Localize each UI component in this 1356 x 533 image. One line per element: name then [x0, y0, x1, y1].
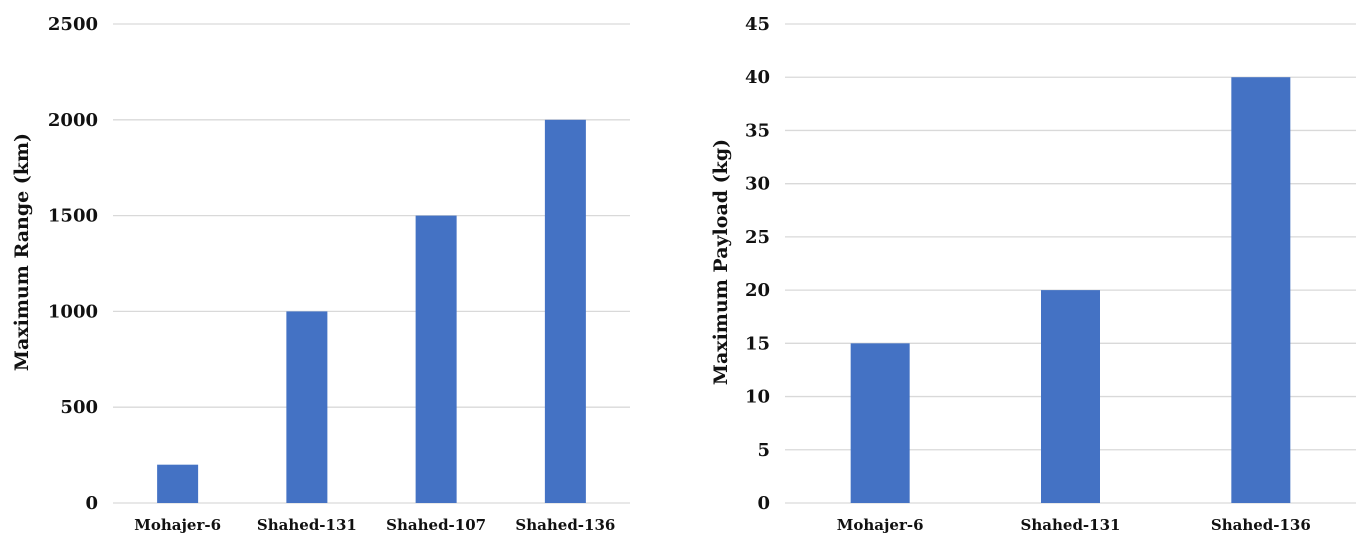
payload-bar-shahed-131: [1041, 290, 1100, 503]
payload-y-tick-label: 5: [757, 440, 770, 461]
payload-x-tick-label: Shahed-136: [1211, 516, 1311, 533]
range-x-tick-label: Mohajer-6: [134, 516, 221, 533]
range-bar-shahed-136: [544, 119, 586, 504]
payload-x-tick-label: Mohajer-6: [837, 516, 924, 533]
payload-bar-mohajer-6: [850, 343, 910, 503]
range-bar-shahed-131: [286, 311, 328, 503]
payload-y-tick-label: 15: [745, 333, 770, 354]
payload-bar-shahed-136: [1231, 77, 1291, 503]
range-y-tick-label: 0: [85, 493, 98, 514]
range-x-tick-label: Shahed-107: [386, 516, 486, 533]
range-y-tick-label: 2000: [48, 110, 98, 131]
range-y-axis-label: Maximum Range (km): [11, 133, 33, 371]
payload-y-tick-label: 25: [745, 227, 770, 248]
payload-y-tick-label: 45: [745, 14, 770, 35]
range-y-tick-label: 2500: [48, 14, 98, 35]
range-bar-shahed-107: [415, 215, 457, 503]
payload-chart: 0 5 10 15 20 25 30 35 40 45 Mohajer-6 Shahed-131 Sh…: [710, 14, 1356, 533]
payload-x-tick-label: Shahed-131: [1021, 516, 1121, 533]
range-chart: 0 500 1000 1500 2000 2500 Mohajer-6 Shahed-131…: [11, 14, 630, 533]
payload-y-tick-label: 20: [745, 280, 770, 301]
range-y-tick-label: 500: [60, 397, 98, 418]
payload-y-axis-label: Maximum Payload (kg): [710, 139, 732, 385]
payload-y-tick-label: 40: [745, 67, 770, 88]
range-y-tick-label: 1500: [48, 206, 98, 227]
range-y-tick-label: 1000: [48, 301, 98, 322]
range-x-tick-label: Shahed-131: [257, 516, 357, 533]
payload-y-tick-label: 35: [745, 120, 770, 141]
range-bar-mohajer-6: [157, 464, 199, 503]
payload-y-tick-label: 30: [745, 174, 770, 195]
range-x-tick-label: Shahed-136: [515, 516, 615, 533]
payload-y-tick-label: 0: [757, 493, 770, 514]
payload-y-tick-label: 10: [745, 387, 770, 408]
